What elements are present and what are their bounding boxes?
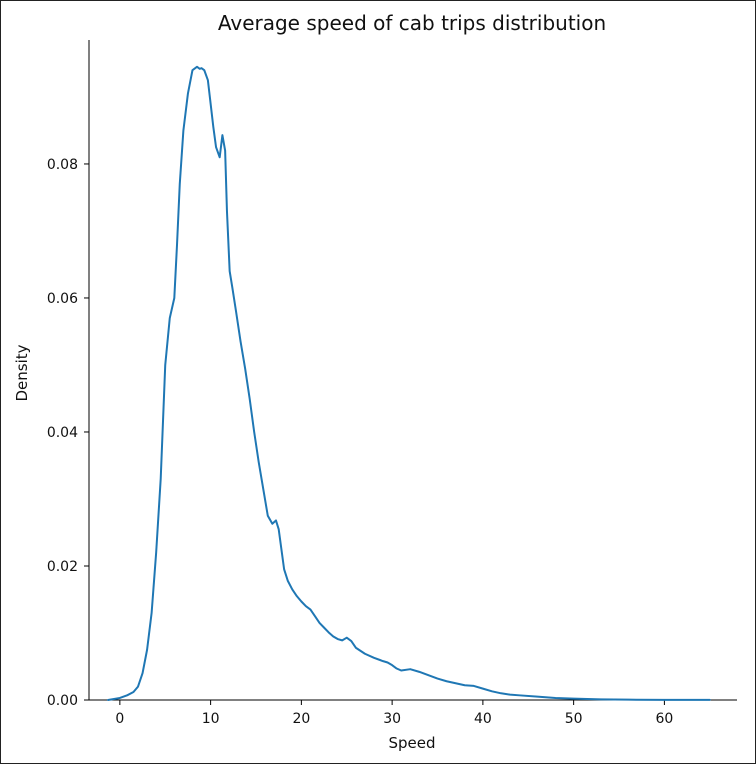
density-line: [107, 65, 711, 701]
x-tick-label: 50: [565, 711, 583, 727]
x-tick-label: 60: [655, 711, 673, 727]
x-tick-label: 0: [115, 711, 124, 727]
x-tick-label: 30: [383, 711, 401, 727]
y-tick-label: 0.06: [47, 291, 78, 307]
chart-title: Average speed of cab trips distribution: [218, 11, 606, 35]
y-ticks: 0.00 0.02 0.04 0.06 0.08: [47, 157, 89, 709]
y-tick-label: 0.08: [47, 157, 78, 173]
y-tick-label: 0.04: [47, 425, 78, 441]
x-tick-label: 20: [292, 711, 310, 727]
x-axis-label: Speed: [388, 734, 435, 752]
x-tick-label: 10: [202, 711, 220, 727]
axes: [88, 40, 737, 701]
x-tick-label: 40: [474, 711, 492, 727]
y-axis-label: Density: [13, 344, 31, 401]
x-ticks: 0 10 20 30 40 50 60: [115, 700, 673, 727]
y-tick-label: 0.00: [47, 693, 78, 709]
y-tick-label: 0.02: [47, 559, 78, 575]
